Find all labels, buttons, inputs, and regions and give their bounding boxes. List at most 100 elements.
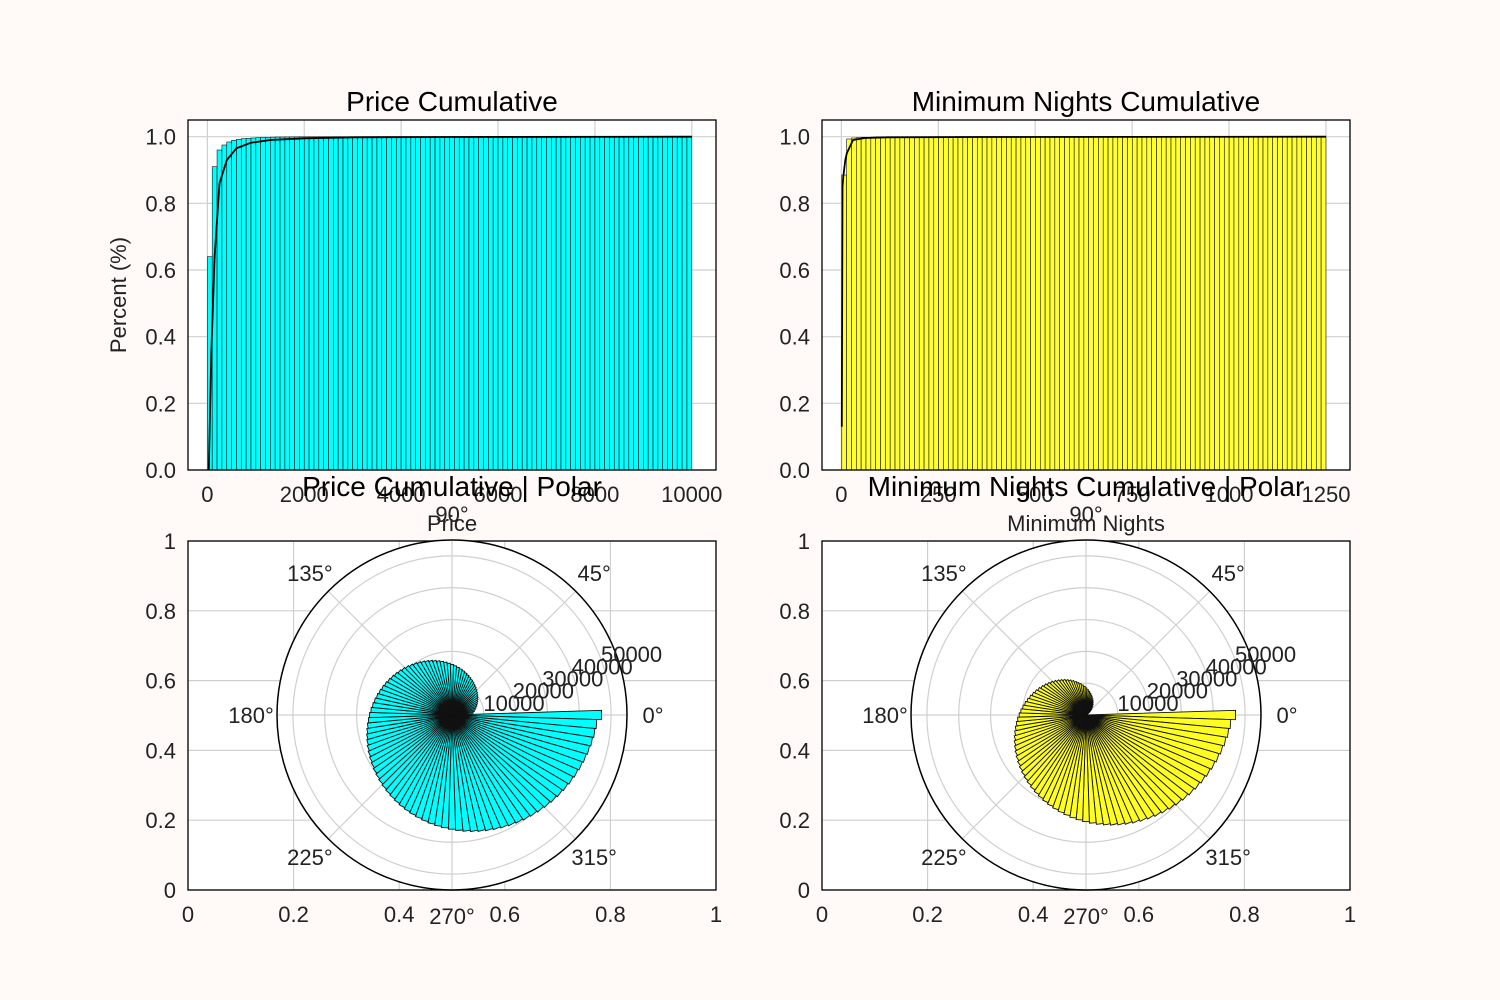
angle-tick-label: 315° (1205, 845, 1251, 870)
histogram-bar (1253, 136, 1259, 471)
histogram-bar (560, 136, 567, 471)
histogram-bar (352, 136, 358, 471)
x-tick-label: 0.2 (912, 902, 943, 927)
x-tick-label: 6000 (474, 482, 523, 507)
polar-bar (451, 714, 574, 785)
histogram-bar (938, 136, 944, 471)
histogram-bar (1131, 136, 1138, 471)
histogram-bar (366, 136, 373, 471)
histogram-bar (1199, 136, 1206, 471)
radial-tick-label: 10000 (483, 691, 544, 716)
histogram-bar (1010, 136, 1017, 471)
plot-frame (187, 119, 717, 471)
histogram-bar (541, 136, 547, 471)
histogram-bar (957, 136, 964, 471)
polar-bar (370, 714, 453, 769)
histogram-bar (439, 136, 446, 471)
y-tick-label: 0.2 (779, 808, 810, 833)
radial-tick-label: 30000 (542, 666, 603, 691)
histogram-bar (613, 136, 620, 471)
histogram-bar (894, 136, 901, 471)
polar-bar (1014, 714, 1087, 736)
plot-frame (821, 119, 1351, 471)
histogram-bar (1214, 136, 1220, 471)
polar-bar (1062, 678, 1087, 716)
polar-bar (1015, 714, 1087, 727)
minimum-nights-polar-title: Minimum Nights Cumulative | Polar (868, 471, 1305, 502)
histogram-bar (531, 136, 538, 471)
histogram-bar (686, 136, 693, 471)
histogram-bar (1044, 136, 1051, 471)
polar-bar (424, 659, 453, 716)
histogram-bar (521, 136, 528, 471)
histogram-bar (1272, 136, 1278, 471)
histogram-bar (870, 136, 876, 471)
histogram-bar (1296, 136, 1303, 471)
histogram-bar (1088, 136, 1094, 471)
histogram-bar (1156, 136, 1162, 471)
x-tick-label: 0 (835, 482, 847, 507)
histogram-bar (405, 136, 412, 471)
polar-bar (1068, 679, 1087, 716)
polar-bar (451, 714, 464, 831)
angle-tick-label: 0° (1276, 703, 1297, 728)
polar-bar (451, 714, 516, 827)
x-tick-label: 1250 (1301, 482, 1350, 507)
histogram-bar (555, 136, 562, 471)
polar-bar (367, 714, 453, 724)
minimum-nights-polar-panel: 0 0.2 0.4 0.6 0.8 100.20.40.60.81100002000030… (779, 471, 1356, 929)
histogram-bar (604, 136, 610, 471)
histogram-bar (250, 137, 257, 471)
histogram-bar (274, 136, 281, 471)
x-tick-label: 1 (1344, 902, 1356, 927)
histogram-bar (1112, 136, 1119, 471)
histogram-bar (1069, 136, 1075, 471)
histogram-bar (1136, 136, 1143, 471)
histogram-bar (488, 136, 494, 471)
histogram-bar (502, 136, 509, 471)
histogram-bar (880, 136, 886, 471)
x-tick-label: 0.2 (278, 902, 309, 927)
histogram-bar (1083, 136, 1090, 471)
histogram-bar (962, 136, 968, 471)
histogram-bar (638, 136, 644, 471)
polar-bar (378, 714, 453, 785)
histogram-bar (391, 136, 397, 471)
histogram-bar (851, 137, 857, 471)
polar-bar (1014, 714, 1087, 732)
histogram-bar (855, 137, 862, 471)
x-tick-label: 4000 (377, 482, 426, 507)
histogram-bar (1219, 136, 1225, 471)
y-tick-label: 0.8 (779, 599, 810, 624)
polar-bar (1085, 709, 1236, 721)
polar-bar (451, 714, 538, 817)
angle-tick-label: 225° (287, 845, 333, 870)
histogram-bar (609, 136, 615, 471)
x-tick-label: 0.4 (384, 902, 415, 927)
y-tick-label: 0.6 (779, 669, 810, 694)
histogram-bar (1102, 136, 1109, 471)
polar-bar (404, 664, 453, 716)
histogram-bar (362, 136, 368, 471)
radial-tick-label: 40000 (572, 654, 633, 679)
polar-bar (372, 714, 453, 774)
histogram-bar (323, 136, 329, 471)
polar-bar (1085, 714, 1097, 824)
histogram-bar (899, 136, 906, 471)
histogram-bar (279, 136, 286, 471)
y-tick-label: 0.4 (779, 325, 810, 350)
histogram-bar (885, 136, 891, 471)
histogram-bar (904, 136, 910, 471)
x-tick-label: 250 (920, 482, 957, 507)
histogram-bar (517, 136, 523, 471)
polar-bar (1085, 714, 1201, 790)
histogram-bar (1257, 136, 1264, 471)
histogram-bar (265, 137, 271, 471)
histogram-bar (672, 136, 678, 471)
angular-gridline (1085, 590, 1211, 716)
histogram-bar (236, 139, 242, 471)
polar-bar (1013, 714, 1087, 746)
price-polar-panel: 0 0.2 0.4 0.6 0.8 100.20.40.60.81100002000030… (145, 471, 722, 929)
polar-bar (1029, 714, 1087, 791)
polar-frame (276, 539, 628, 891)
